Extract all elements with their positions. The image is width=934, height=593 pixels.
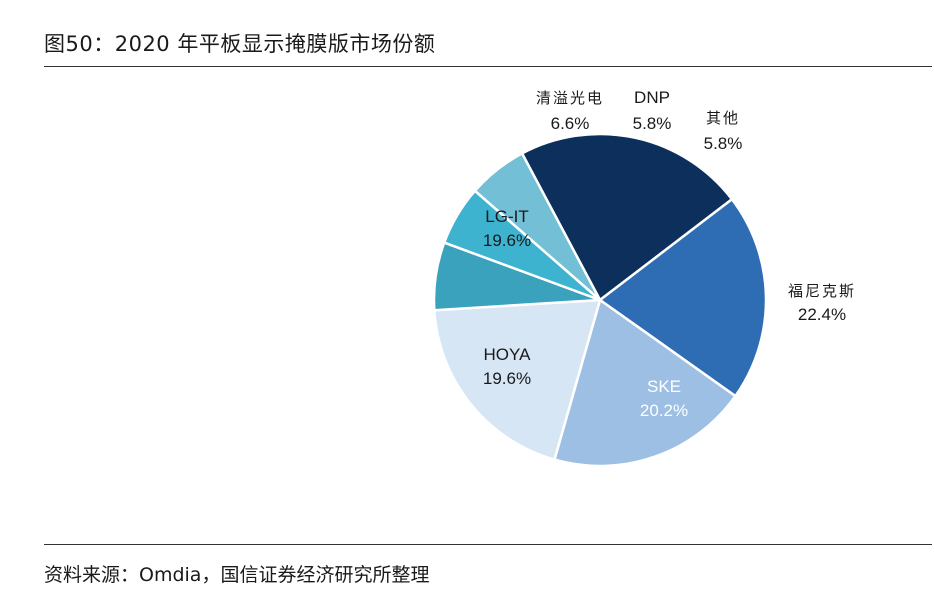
slice-label-dnp: DNP <box>634 88 670 107</box>
source-note: 资料来源：Omdia，国信证券经济研究所整理 <box>44 564 430 586</box>
slice-value-item-0: 22.4% <box>798 305 846 324</box>
slice-value-lg-it: 19.6% <box>483 231 531 250</box>
slice-label-ske: SKE <box>647 377 681 396</box>
slice-label-lg-it: LG-IT <box>485 207 528 226</box>
slice-label-item-0: 福尼克斯 <box>788 282 856 300</box>
figure-title: 图50：2020 年平板显示掩膜版市场份额 <box>44 32 436 56</box>
pie-slice-item-0 <box>520 132 734 302</box>
pie-slice-lg-it <box>433 298 602 461</box>
slice-label-item-6: 其他 <box>706 109 740 127</box>
title-rule <box>44 66 932 67</box>
slice-label-item-4: 清溢光电 <box>536 89 604 107</box>
source-rule <box>44 544 932 545</box>
slice-value-hoya: 19.6% <box>483 369 531 388</box>
pie-slices <box>432 132 768 468</box>
slice-value-ske: 20.2% <box>640 401 688 420</box>
pie-slice-hoya <box>553 298 737 468</box>
slice-label-hoya: HOYA <box>484 345 532 364</box>
slice-value-item-4: 6.6% <box>551 114 590 133</box>
slice-value-item-6: 5.8% <box>704 134 743 153</box>
slice-value-dnp: 5.8% <box>633 114 672 133</box>
pie-slice-ske <box>598 198 768 398</box>
pie-labels: 福尼克斯 22.4% SKE 20.2% HOYA 19.6% LG-IT 19.6% 清溢光电… <box>483 88 856 420</box>
pie-slice-item-6 <box>473 152 602 302</box>
